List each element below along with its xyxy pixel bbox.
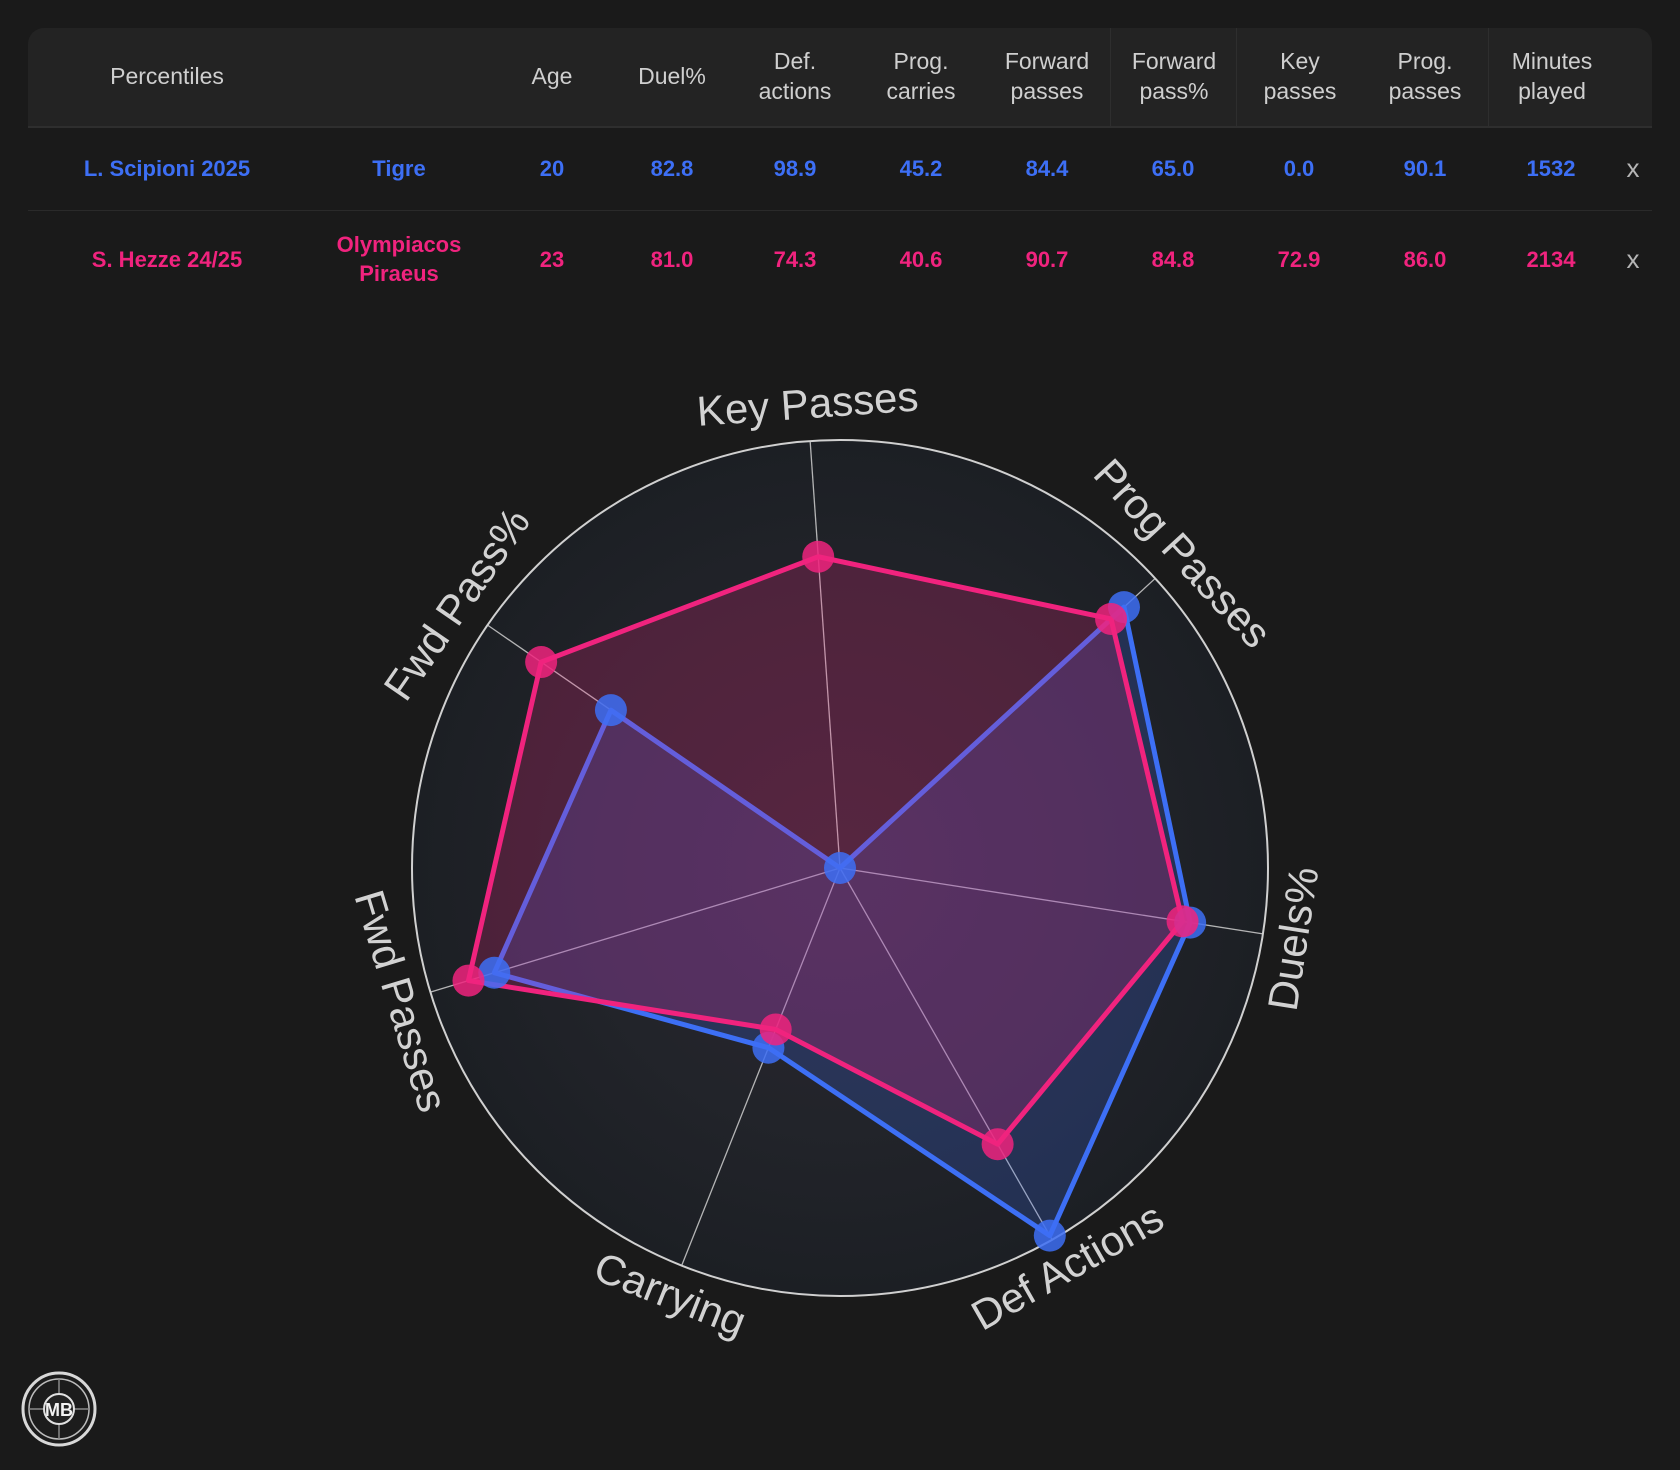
radar-point: [525, 646, 558, 679]
radar-axis-line: [681, 867, 841, 1266]
radar-series-polygon: [465, 554, 1186, 1147]
prog-carries-value: 45.2: [899, 155, 943, 181]
radar-point: [452, 964, 485, 997]
header-age: Age: [531, 63, 573, 90]
prog-passes-value: 90.1: [1403, 155, 1447, 181]
radar-series-polygon: [491, 604, 1193, 1239]
radar-point: [824, 852, 856, 884]
radar-point: [1033, 1219, 1066, 1252]
radar-point: [478, 956, 511, 989]
radar-axis-line: [809, 440, 841, 869]
header-duel: Duel%: [638, 63, 706, 90]
header-percentiles: Percentiles: [110, 63, 224, 90]
header-prog-carries: Prog. carries: [886, 48, 956, 104]
minutes-value: 2134: [1526, 246, 1576, 272]
minutes-value: 1532: [1526, 155, 1576, 181]
radar-point: [1166, 905, 1199, 938]
remove-player-button[interactable]: x: [1626, 153, 1640, 184]
radar-point: [802, 540, 835, 573]
header-forward-passes: Forward passes: [1004, 48, 1090, 104]
mb-logo: MB: [20, 1370, 98, 1448]
header-key-passes: Key passes: [1236, 28, 1363, 126]
table-row: L. Scipioni 2025 Tigre 20 82.8 98.9 45.2…: [28, 128, 1652, 211]
radar-point: [759, 1013, 792, 1046]
player-name[interactable]: S. Hezze 24/25: [91, 246, 243, 272]
table-header: Percentiles Age Duel% Def. actions Prog. c…: [28, 28, 1652, 128]
radar-axis-line: [839, 867, 1053, 1241]
key-passes-value: 72.9: [1277, 246, 1321, 272]
radar-axis-label: Duels%: [1259, 863, 1328, 1013]
comparison-table: Percentiles Age Duel% Def. actions Prog. c…: [28, 28, 1652, 308]
prog-passes-value: 86.0: [1403, 246, 1447, 272]
table-row: S. Hezze 24/25 Olympiacos Piraeus 23 81.0…: [28, 211, 1652, 309]
radar-point: [594, 694, 627, 727]
age-value: 20: [539, 155, 565, 181]
radar-point: [1095, 602, 1128, 635]
header-def-actions: Def. actions: [758, 48, 832, 104]
forward-passes-value: 84.4: [1025, 155, 1069, 181]
radar-point: [981, 1128, 1014, 1161]
forward-passes-value: 90.7: [1025, 246, 1069, 272]
team-name: Olympiacos Piraeus: [336, 232, 462, 286]
remove-player-button[interactable]: x: [1626, 244, 1640, 275]
player-name[interactable]: L. Scipioni 2025: [83, 155, 251, 181]
duel-value: 82.8: [650, 155, 694, 181]
age-value: 23: [539, 246, 565, 272]
forward-pass-pct-value: 84.8: [1151, 246, 1195, 272]
svg-text:MB: MB: [45, 1400, 73, 1420]
radar-axis-label: Key Passes: [695, 373, 920, 435]
key-passes-value: 0.0: [1283, 155, 1315, 181]
header-forward-pass-pct: Forward pass%: [1110, 28, 1237, 126]
team-name: Tigre: [372, 155, 426, 181]
def-actions-value: 74.3: [773, 246, 817, 272]
header-minutes: Minutes played: [1488, 28, 1615, 126]
prog-carries-value: 40.6: [899, 246, 943, 272]
def-actions-value: 98.9: [773, 155, 817, 181]
forward-pass-pct-value: 65.0: [1151, 155, 1195, 181]
header-prog-passes: Prog. passes: [1388, 48, 1462, 104]
duel-value: 81.0: [650, 246, 694, 272]
